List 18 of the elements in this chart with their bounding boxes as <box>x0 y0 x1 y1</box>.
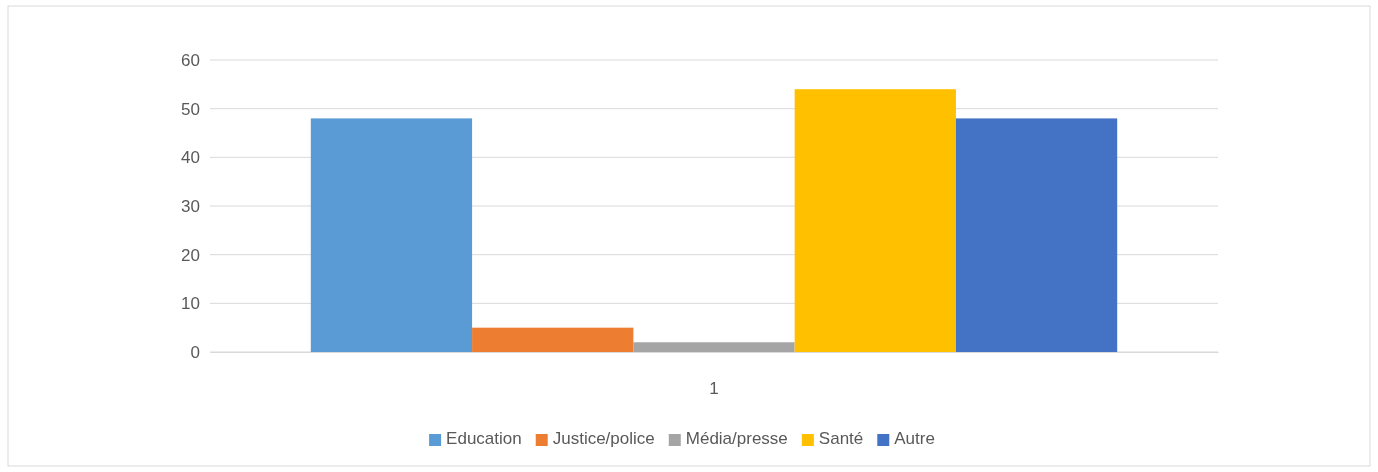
bar <box>472 327 634 352</box>
y-tick-label: 0 <box>190 342 200 362</box>
bar <box>794 89 956 352</box>
x-tick-label: 1 <box>709 379 719 399</box>
legend-label: Média/presse <box>685 429 788 448</box>
legend-label: Education <box>446 429 522 448</box>
legend-label: Santé <box>818 429 864 448</box>
y-tick-label: 10 <box>181 294 200 314</box>
bar <box>633 342 795 352</box>
legend-label: Justice/police <box>552 429 655 448</box>
y-tick-label: 60 <box>181 50 200 70</box>
legend-label: Autre <box>894 429 935 448</box>
bar <box>955 118 1118 352</box>
y-tick-label: 50 <box>181 99 200 119</box>
y-tick-label: 30 <box>181 196 200 216</box>
bar <box>310 118 473 352</box>
y-tick-label: 40 <box>181 148 200 168</box>
y-tick-label: 20 <box>181 245 200 265</box>
